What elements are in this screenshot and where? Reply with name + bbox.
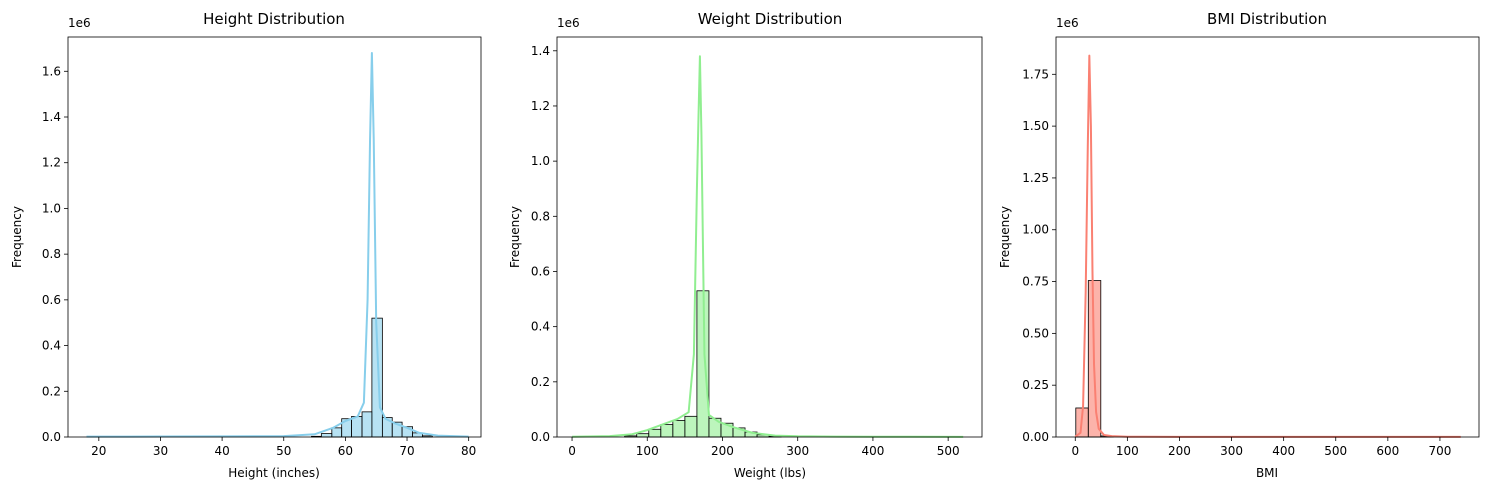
- weight-y-tick-label: 0.2: [531, 375, 550, 389]
- weight-y-tick-label: 1.2: [531, 99, 550, 113]
- weight-x-axis-label: Weight (lbs): [734, 466, 806, 480]
- height-y-tick-label: 0.8: [42, 247, 61, 261]
- height-histogram-bar: [331, 427, 343, 438]
- bmi-x-tick-label: 100: [1116, 444, 1139, 458]
- height-axes-frame: [67, 36, 482, 438]
- weight-histogram-bar: [660, 424, 674, 438]
- bmi-y-tick-label: 1.75: [1022, 67, 1049, 81]
- bmi-y-tick-label: 0.75: [1022, 275, 1049, 289]
- height-x-tick-label: 60: [338, 444, 353, 458]
- weight-x-tick-label: 100: [636, 444, 659, 458]
- weight-x-tick-label: 400: [861, 444, 884, 458]
- weight-chart-title: Weight Distribution: [698, 10, 843, 28]
- height-y-tick-label: 1.0: [42, 201, 61, 215]
- weight-histogram-bar: [648, 428, 662, 438]
- height-y-axis-label: Frequency: [10, 206, 24, 268]
- weight-x-tick-label: 0: [568, 444, 576, 458]
- weight-x-tick-label: 200: [711, 444, 734, 458]
- bmi-x-tick-label: 200: [1168, 444, 1191, 458]
- bmi-y-tick-label: 0.25: [1022, 378, 1049, 392]
- bmi-x-tick-label: 400: [1272, 444, 1295, 458]
- bmi-y-tick-label: 1.00: [1022, 223, 1049, 237]
- bmi-y-tick-label: 0.50: [1022, 326, 1049, 340]
- bmi-chart-title: BMI Distribution: [1207, 10, 1327, 28]
- bmi-panel: 0 100 200 300 400 500 600 700 0.00 0.25 0.50 0.75 1…: [998, 10, 1480, 480]
- height-chart-title: Height Distribution: [203, 10, 345, 28]
- bmi-y-axis-label: Frequency: [998, 206, 1012, 268]
- bmi-axes-frame: [1055, 36, 1480, 438]
- bmi-y-tick-label: 0.00: [1022, 430, 1049, 444]
- weight-histogram-bar: [672, 420, 686, 438]
- height-y-tick-label: 0.0: [42, 430, 61, 444]
- height-panel: 20 30 40 50 60 70 80 0.0 0.2 0.4 0.6 0.8 1.0 1.2 1.4 1…: [10, 10, 482, 480]
- weight-y-tick-label: 1.4: [531, 44, 550, 58]
- height-y-offset-label: 1e6: [68, 16, 91, 30]
- bmi-x-tick-label: 700: [1428, 444, 1451, 458]
- height-x-tick-label: 30: [153, 444, 168, 458]
- weight-histogram-bar: [636, 433, 650, 438]
- height-histogram-bar: [351, 416, 363, 438]
- weight-y-axis-label: Frequency: [508, 206, 522, 268]
- height-y-tick-label: 1.2: [42, 156, 61, 170]
- weight-y-tick-label: 0.4: [531, 320, 550, 334]
- bmi-x-ticks: 0 100 200 300 400 500 600 700: [1071, 437, 1451, 458]
- height-histogram-bar: [320, 433, 333, 438]
- weight-kde-curve: [572, 55, 964, 438]
- bmi-y-tick-label: 1.25: [1022, 171, 1049, 185]
- height-y-tick-label: 0.6: [42, 293, 61, 307]
- weight-x-tick-label: 300: [786, 444, 809, 458]
- bmi-x-axis-label: BMI: [1256, 466, 1278, 480]
- weight-panel: 0 100 200 300 400 500 0.0 0.2 0.4 0.6 0.8 1.0 1.2 1.…: [508, 10, 983, 480]
- height-x-tick-label: 50: [276, 444, 291, 458]
- weight-y-tick-label: 0.8: [531, 209, 550, 223]
- height-x-tick-label: 70: [399, 444, 414, 458]
- bmi-y-ticks: 0.00 0.25 0.50 0.75 1.00 1.25 1.50 1.75: [1022, 67, 1056, 444]
- height-y-tick-label: 0.2: [42, 384, 61, 398]
- height-y-tick-label: 1.6: [42, 64, 61, 78]
- height-x-tick-label: 80: [461, 444, 476, 458]
- bmi-x-tick-label: 600: [1376, 444, 1399, 458]
- bmi-y-tick-label: 1.50: [1022, 119, 1049, 133]
- weight-y-tick-label: 0.0: [531, 430, 550, 444]
- bmi-x-tick-label: 0: [1071, 444, 1079, 458]
- weight-histogram-bar: [684, 415, 698, 438]
- height-x-tick-label: 20: [91, 444, 106, 458]
- height-x-ticks: 20 30 40 50 60 70 80: [91, 437, 476, 458]
- height-y-tick-label: 1.4: [42, 110, 61, 124]
- weight-x-tick-label: 500: [937, 444, 960, 458]
- weight-y-ticks: 0.0 0.2 0.4 0.6 0.8 1.0 1.2 1.4: [531, 44, 557, 444]
- weight-x-ticks: 0 100 200 300 400 500: [568, 437, 960, 458]
- height-y-tick-label: 0.4: [42, 339, 61, 353]
- weight-y-tick-label: 0.6: [531, 264, 550, 278]
- height-x-axis-label: Height (inches): [228, 466, 320, 480]
- height-kde-curve: [86, 52, 469, 438]
- bmi-x-tick-label: 500: [1324, 444, 1347, 458]
- weight-histogram-bars: [624, 290, 782, 438]
- height-histogram-bar: [361, 411, 373, 438]
- bmi-y-offset-label: 1e6: [1056, 16, 1079, 30]
- height-x-tick-label: 40: [214, 444, 229, 458]
- bmi-x-tick-label: 300: [1220, 444, 1243, 458]
- weight-y-tick-label: 1.0: [531, 154, 550, 168]
- weight-y-offset-label: 1e6: [557, 16, 580, 30]
- weight-axes-frame: [556, 36, 983, 438]
- height-y-ticks: 0.0 0.2 0.4 0.6 0.8 1.0 1.2 1.4 1.6: [42, 64, 68, 444]
